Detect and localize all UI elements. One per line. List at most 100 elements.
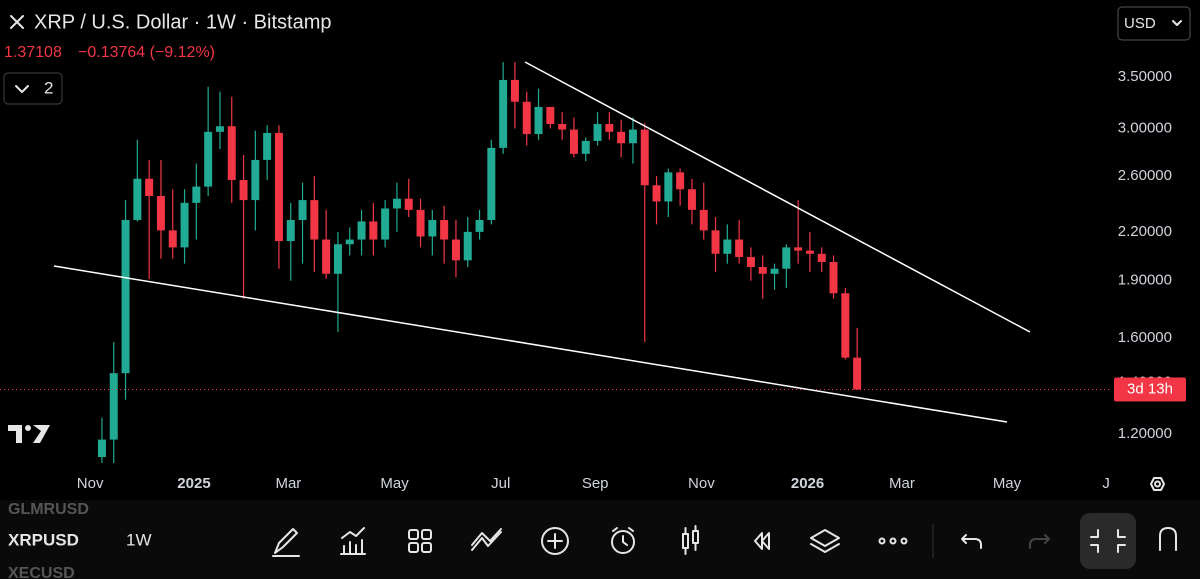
countdown-tag [1114, 377, 1186, 402]
candle-body [853, 357, 862, 390]
candle-body [499, 79, 508, 148]
settings-icon[interactable] [1150, 477, 1165, 491]
fullscreen-button[interactable] [1080, 513, 1136, 569]
candle-body [215, 126, 224, 132]
x-tick-label: Nov [688, 475, 715, 492]
y-tick-label: 1.90000 [1118, 272, 1172, 289]
candle-body [723, 239, 732, 254]
chevron [15, 85, 29, 93]
toolbar [0, 500, 1200, 579]
watchlist-item[interactable]: XRPUSD [8, 530, 79, 549]
trendlines [53, 61, 1031, 423]
price: 1.37108 [4, 44, 62, 61]
watchlist-item[interactable]: GLMRUSD [8, 501, 89, 518]
x-tick-label: 2026 [791, 475, 824, 492]
candle-body [676, 172, 685, 190]
candle-body [770, 268, 779, 274]
draw-tool[interactable] [272, 528, 300, 557]
candle-body [322, 239, 331, 274]
candle-body [652, 185, 661, 202]
candle-body [794, 247, 803, 251]
candle-body [558, 124, 567, 130]
compare-tool[interactable] [471, 528, 502, 551]
candle-body [746, 257, 755, 268]
candle-body [274, 132, 283, 242]
candle-body [428, 219, 437, 237]
logo [8, 425, 50, 443]
y-tick-label: 2.60000 [1118, 167, 1172, 184]
candle-body [805, 250, 814, 254]
candle-body [156, 195, 165, 231]
candle-body [569, 129, 578, 154]
layers-tool[interactable] [810, 529, 840, 553]
chart-type-tool[interactable] [682, 525, 699, 555]
candle-body [392, 198, 401, 209]
candle-body [121, 219, 130, 374]
undo-tool[interactable] [961, 534, 982, 549]
candle-body [310, 200, 319, 240]
replay-tool[interactable] [754, 532, 770, 550]
candle-body [286, 219, 295, 242]
candle-body [617, 131, 626, 144]
candle-body [711, 230, 720, 254]
candle-body [451, 239, 460, 261]
candle-body [239, 180, 248, 201]
candle-body [381, 208, 390, 240]
candle-body [664, 172, 673, 202]
watchlist-item[interactable]: XECUSD [8, 565, 75, 579]
candle-body [581, 140, 590, 154]
templates-tool[interactable] [408, 529, 432, 553]
candle-body [829, 261, 838, 294]
currency-select[interactable] [1117, 6, 1191, 41]
candle-body [463, 231, 472, 261]
candle-body [440, 219, 449, 240]
x-tick-label: 2025 [177, 475, 210, 492]
candle-body [298, 200, 307, 220]
candle-body [369, 221, 378, 240]
more-tool[interactable] [878, 537, 908, 545]
candle-body [758, 267, 767, 274]
x-tick-label: May [993, 475, 1022, 492]
x-tick-label: J [1102, 475, 1110, 492]
symbol-title: XRP / U.S. Dollar · 1W · Bitstamp [34, 11, 331, 33]
y-tick-label: 1.20000 [1118, 425, 1172, 442]
y-tick-label: 2.20000 [1118, 223, 1172, 240]
candle-body [345, 239, 354, 245]
candle-body [593, 124, 602, 141]
candle-body [699, 209, 708, 231]
candle-body [192, 186, 201, 203]
alert-tool[interactable] [611, 527, 635, 554]
x-tick-label: Nov [77, 475, 104, 492]
chevron [1172, 20, 1182, 26]
candle-body [546, 106, 555, 125]
candle-body [97, 439, 106, 457]
candle-body [168, 230, 177, 248]
x-tick-label: May [380, 475, 409, 492]
indicator-toggle[interactable] [3, 72, 63, 105]
redo-tool[interactable] [1029, 534, 1051, 549]
candle-body [251, 159, 260, 201]
candle-body [487, 147, 496, 220]
candle-body [145, 178, 154, 196]
candle-body [475, 219, 484, 232]
fullscreen-icon [1090, 529, 1126, 553]
indicators-tool[interactable] [340, 527, 366, 555]
candle-body [109, 373, 118, 440]
close-icon[interactable] [10, 15, 24, 29]
add-tool[interactable] [541, 527, 569, 555]
interval[interactable]: 1W [126, 530, 152, 549]
candle-body [404, 198, 413, 210]
indicator-count: 2 [44, 78, 53, 97]
candle-body [841, 293, 850, 358]
candle-body [263, 132, 272, 160]
candle-body [333, 244, 342, 274]
idea-icon[interactable] [1159, 527, 1177, 551]
candle-body [180, 202, 189, 248]
trendline [524, 61, 1031, 333]
trendline [53, 265, 1008, 423]
candle-body [628, 129, 637, 144]
candle-body [227, 126, 236, 181]
